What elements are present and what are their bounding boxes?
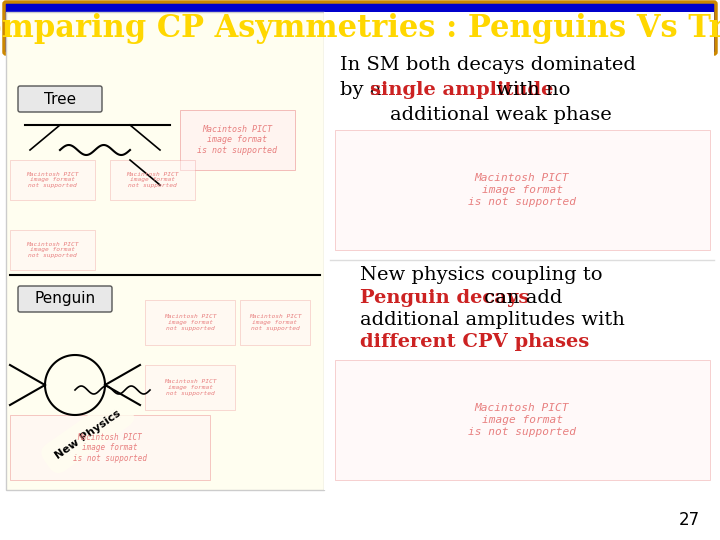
Text: Comparing CP Asymmetries : Penguins Vs Tree: Comparing CP Asymmetries : Penguins Vs T… xyxy=(0,12,720,44)
Text: Macintosh PICT
image format
not supported: Macintosh PICT image format not supporte… xyxy=(26,242,78,258)
Text: Macintosh PICT
image format
not supported: Macintosh PICT image format not supporte… xyxy=(163,379,216,396)
Text: single amplitude: single amplitude xyxy=(370,81,554,99)
Bar xyxy=(145,365,235,410)
Text: 27: 27 xyxy=(679,511,700,529)
Bar xyxy=(10,415,210,480)
FancyBboxPatch shape xyxy=(18,86,102,112)
Text: Macintosh PICT
image format
not supported: Macintosh PICT image format not supporte… xyxy=(248,314,301,331)
Text: by a: by a xyxy=(340,81,387,99)
Text: In SM both decays dominated: In SM both decays dominated xyxy=(340,56,636,74)
Bar xyxy=(324,12,714,490)
Text: different CPV phases: different CPV phases xyxy=(360,333,589,351)
Bar xyxy=(10,230,95,270)
Bar xyxy=(240,300,310,345)
Text: Penguin: Penguin xyxy=(35,292,96,307)
FancyBboxPatch shape xyxy=(18,286,112,312)
FancyBboxPatch shape xyxy=(4,2,716,54)
Text: Macintosh PICT
image format
is not supported: Macintosh PICT image format is not suppo… xyxy=(468,173,576,207)
Bar xyxy=(145,300,235,345)
Text: Macintosh PICT
image format
not supported: Macintosh PICT image format not supporte… xyxy=(26,172,78,188)
Text: New Physics: New Physics xyxy=(53,409,122,461)
Bar xyxy=(335,130,710,250)
Text: Macintosh PICT
image format
is not supported: Macintosh PICT image format is not suppo… xyxy=(197,125,277,155)
Bar xyxy=(10,160,95,200)
Text: with no: with no xyxy=(490,81,570,99)
Text: New physics coupling to: New physics coupling to xyxy=(360,266,603,284)
Bar xyxy=(335,360,710,480)
Text: additional weak phase: additional weak phase xyxy=(390,106,612,124)
Text: Penguin decays: Penguin decays xyxy=(360,289,529,307)
Text: Macintosh PICT
image format
not supported: Macintosh PICT image format not supporte… xyxy=(126,172,179,188)
Text: Tree: Tree xyxy=(44,91,76,106)
Bar xyxy=(110,160,195,200)
FancyBboxPatch shape xyxy=(180,110,295,170)
Text: can add: can add xyxy=(478,289,562,307)
Text: Macintosh PICT
image format
is not supported: Macintosh PICT image format is not suppo… xyxy=(468,403,576,437)
Bar xyxy=(6,12,324,490)
Text: Macintosh PICT
image format
is not supported: Macintosh PICT image format is not suppo… xyxy=(73,433,147,463)
Text: additional amplitudes with: additional amplitudes with xyxy=(360,311,625,329)
Text: Macintosh PICT
image format
not supported: Macintosh PICT image format not supporte… xyxy=(163,314,216,331)
